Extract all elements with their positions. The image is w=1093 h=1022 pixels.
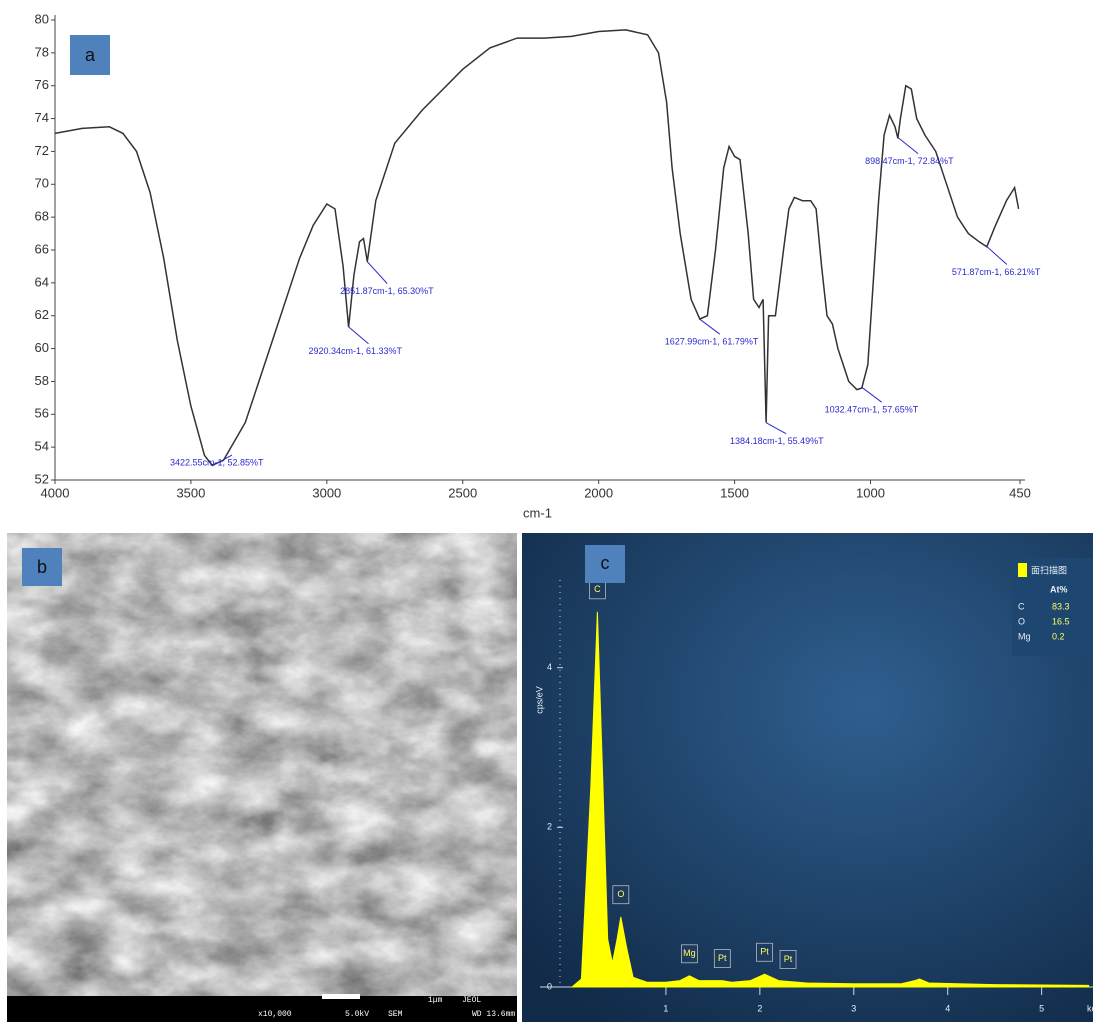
y-tick-label: 60 — [35, 340, 49, 355]
sem-voltage: 5.0kV — [345, 1010, 369, 1019]
legend-element: Mg — [1018, 631, 1031, 641]
x-tick-label: 1000 — [856, 485, 885, 500]
annotation-leader — [348, 327, 368, 344]
annotation-leader — [862, 387, 882, 402]
y-tick-label: 76 — [35, 77, 49, 92]
sem-panel: b 1μm JEOL x10,000 5.0kV SEM WD 13.6mm — [7, 533, 517, 1022]
peak-label: Mg — [683, 948, 696, 958]
y-tick-label: 56 — [35, 406, 49, 421]
x-tick-label: 3 — [851, 1003, 856, 1013]
x-axis-label: cm-1 — [523, 505, 552, 520]
legend-value: 0.2 — [1052, 631, 1065, 641]
legend-element: C — [1018, 601, 1025, 611]
sem-magnification: x10,000 — [258, 1010, 292, 1019]
y-tick-label: 72 — [35, 143, 49, 158]
spectrum-line — [55, 30, 1019, 465]
annotation: 898.47cm-1, 72.84%T — [865, 156, 954, 166]
sem-maker: JEOL — [462, 996, 481, 1005]
peak-label: Pt — [718, 953, 727, 963]
x-tick-label: 3500 — [176, 485, 205, 500]
y-tick-label: 58 — [35, 373, 49, 388]
figure: 5254565860626466687072747678804000350030… — [0, 0, 1093, 1022]
peak-label: Pt — [760, 947, 769, 957]
x-tick-label: 4 — [945, 1003, 950, 1013]
annotation: 2851.87cm-1, 65.30%T — [340, 286, 434, 296]
y-tick-label: 70 — [35, 176, 49, 191]
sem-mode: SEM — [388, 1010, 403, 1019]
legend-value: 16.5 — [1052, 616, 1070, 626]
annotation-leader — [367, 262, 387, 284]
ftir-panel: 52 54 56 58 60 62 64 66 68 70 72 74 76 78 80 4000 3500 30… — [35, 11, 1041, 520]
y-tick-label: 78 — [35, 44, 49, 59]
annotation: 2920.34cm-1, 61.33%T — [308, 346, 402, 356]
x-tick-label: 2500 — [448, 485, 477, 500]
legend-swatch — [1018, 563, 1027, 577]
eds-panel: 02412345keVcps/eVCOMgPtPtPt面扫描图At%C83.3O… — [522, 533, 1093, 1022]
annotation: 571.87cm-1, 66.21%T — [952, 267, 1041, 277]
y-tick-label: 74 — [35, 110, 49, 125]
y-tick-label: 2 — [547, 822, 552, 832]
peak-label: Pt — [784, 954, 793, 964]
annotation: 1032.47cm-1, 57.65%T — [825, 405, 919, 415]
y-tick-label: 80 — [35, 11, 49, 26]
annotation-leader — [766, 423, 786, 434]
x-tick-label: 3000 — [312, 485, 341, 500]
y-tick-label: 66 — [35, 241, 49, 256]
peak-label: C — [594, 584, 601, 594]
sem-scale: 1μm — [428, 996, 443, 1005]
y-axis-label: cps/eV — [534, 686, 544, 714]
peak-label: O — [617, 889, 624, 899]
x-tick-label: 2 — [757, 1003, 762, 1013]
x-tick-label: 1500 — [720, 485, 749, 500]
legend-header: At% — [1050, 584, 1068, 594]
legend-element: O — [1018, 616, 1025, 626]
scale-bar — [322, 994, 360, 999]
x-tick-label: 450 — [1009, 485, 1031, 500]
sem-wd: WD 13.6mm — [472, 1010, 515, 1019]
sem-image — [7, 533, 517, 1022]
panel-label: c — [601, 553, 610, 573]
x-tick-label: 4000 — [41, 485, 70, 500]
panel-label: b — [37, 557, 47, 577]
legend-title: 面扫描图 — [1031, 564, 1067, 575]
y-tick-label: 52 — [35, 471, 49, 486]
panel-label: a — [85, 45, 96, 65]
y-tick-label: 4 — [547, 662, 552, 672]
annotation-leader — [987, 247, 1007, 265]
y-tick-label: 68 — [35, 209, 49, 224]
y-tick-label: 54 — [35, 439, 49, 454]
y-tick-label: 0 — [547, 981, 552, 991]
annotation: 1384.18cm-1, 55.49%T — [730, 436, 824, 446]
annotation-leader — [700, 319, 720, 334]
annotation-leader — [898, 138, 918, 154]
x-tick-label: 5 — [1039, 1003, 1044, 1013]
y-tick-label: 64 — [35, 274, 49, 289]
x-axis-label: keV — [1087, 1003, 1093, 1013]
x-tick-label: 1 — [663, 1003, 668, 1013]
annotation: 1627.99cm-1, 61.79%T — [665, 337, 759, 347]
y-tick-label: 62 — [35, 307, 49, 322]
annotation: 3422.55cm-1, 52.85%T — [170, 457, 264, 467]
legend-value: 83.3 — [1052, 601, 1070, 611]
x-tick-label: 2000 — [584, 485, 613, 500]
